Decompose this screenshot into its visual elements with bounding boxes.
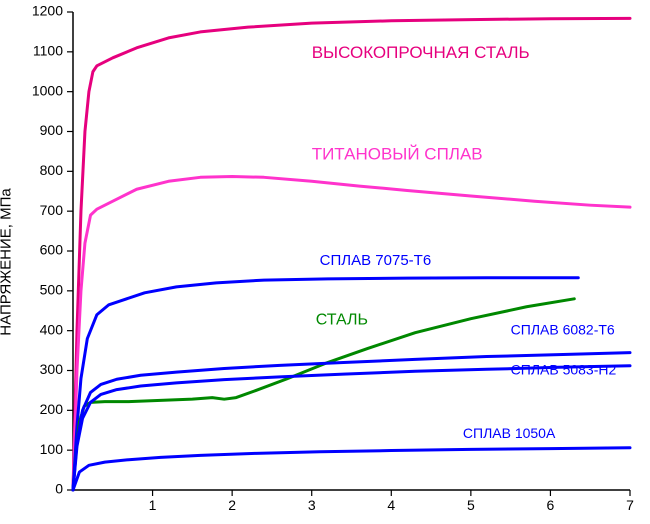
svg-text:800: 800: [40, 162, 64, 178]
svg-text:400: 400: [40, 321, 64, 337]
series-label-alloy_5083_h2: СПЛАВ 5083-Н2: [511, 361, 617, 377]
svg-text:300: 300: [40, 361, 64, 377]
series-label-alloy_7075_t6: СПЛАВ 7075-Т6: [320, 252, 432, 269]
y-axis-label: НАПРЯЖЕНИЕ, МПа: [0, 188, 15, 335]
svg-text:1100: 1100: [33, 43, 63, 59]
series-label-high_strength_steel: ВЫСОКОПРОЧНАЯ СТАЛЬ: [312, 43, 530, 62]
svg-text:900: 900: [40, 122, 64, 138]
svg-text:4: 4: [387, 497, 395, 513]
series-label-titanium_alloy: ТИТАНОВЫЙ СПЛАВ: [312, 144, 483, 163]
svg-text:600: 600: [40, 242, 64, 258]
svg-text:700: 700: [40, 202, 64, 218]
svg-text:0: 0: [55, 481, 63, 497]
svg-text:1000: 1000: [32, 82, 63, 98]
series-label-alloy_6082_t6: СПЛАВ 6082-Т6: [511, 322, 615, 338]
svg-text:200: 200: [40, 401, 64, 417]
svg-text:1200: 1200: [32, 3, 63, 19]
svg-text:6: 6: [547, 497, 555, 513]
series-label-steel: СТАЛЬ: [316, 312, 368, 329]
stress-strain-chart: НАПРЯЖЕНИЕ, МПа 0 100 200 300 400 500 600 700 80…: [0, 0, 650, 524]
svg-text:500: 500: [40, 282, 64, 298]
svg-text:7: 7: [626, 497, 634, 513]
svg-text:5: 5: [467, 497, 475, 513]
series-label-alloy_1050a: СПЛАВ 1050А: [463, 425, 556, 441]
svg-text:3: 3: [308, 497, 316, 513]
svg-text:2: 2: [228, 497, 236, 513]
svg-text:100: 100: [40, 441, 64, 457]
svg-text:1: 1: [149, 497, 157, 513]
chart-svg: 0 100 200 300 400 500 600 700 800 900 1000 1100 1200…: [0, 0, 650, 524]
